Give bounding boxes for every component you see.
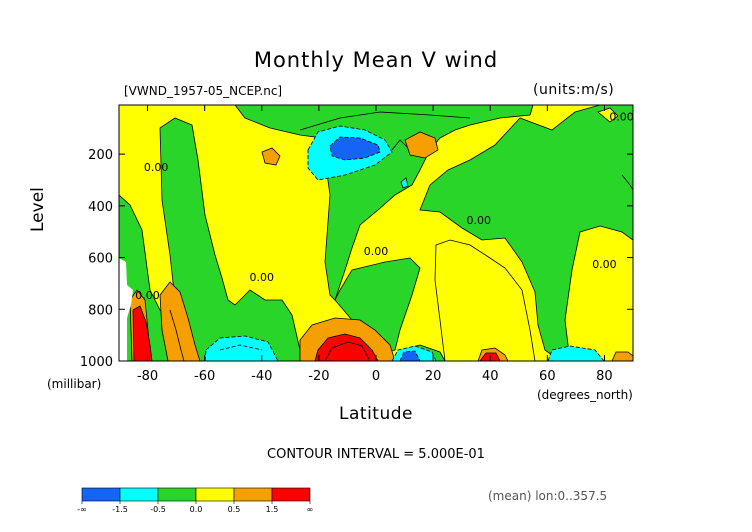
- y-tick-label: 400: [88, 200, 113, 215]
- x-tick-label: -20: [308, 369, 329, 384]
- contour-interval-label: CONTOUR INTERVAL = 5.000E-01: [0, 447, 752, 462]
- colorbar-label: ∞: [307, 505, 314, 514]
- y-tick-label: 200: [88, 148, 113, 163]
- y-tick-label: 800: [88, 303, 113, 318]
- x-tick-label: 80: [596, 369, 613, 384]
- colorbar-label: -1.5: [112, 505, 128, 514]
- colorbar-label: 1.5: [266, 505, 279, 514]
- colorbar-swatch: [158, 488, 196, 501]
- colorbar-label: 0.5: [228, 505, 241, 514]
- x-tick-label: -40: [251, 369, 272, 384]
- x-tick-label: 20: [425, 369, 442, 384]
- x-axis-label: Latitude: [0, 404, 752, 424]
- y-axis-unit: (millibar): [47, 377, 101, 391]
- colorbar-label: -∞: [77, 505, 87, 514]
- x-tick-label: 0: [372, 369, 380, 384]
- colorbar-swatch: [196, 488, 234, 501]
- colorbar-swatch: [82, 488, 120, 501]
- contour-label: 0.00: [609, 111, 634, 124]
- y-tick-label: 1000: [80, 355, 113, 370]
- y-axis-label: Level: [28, 187, 48, 232]
- x-tick-label: 40: [482, 369, 499, 384]
- colorbar-label: 0.0: [190, 505, 203, 514]
- units-label: (units:m/s): [533, 82, 614, 98]
- x-tick-label: -60: [194, 369, 215, 384]
- colorbar: -∞ -1.5 -0.5 0.0 0.5 1.5 ∞: [77, 488, 313, 514]
- contour-field: [119, 105, 633, 361]
- dataset-label: [VWND_1957-05_NCEP.nc]: [124, 84, 282, 98]
- chart-title: Monthly Mean V wind: [0, 48, 752, 72]
- contour-label: 0.00: [250, 271, 275, 284]
- mean-info-label: (mean) lon:0..357.5: [488, 489, 607, 503]
- contour-label: 0.00: [144, 161, 169, 174]
- colorbar-swatch: [272, 488, 310, 501]
- colorbar-swatch: [120, 488, 158, 501]
- contour-label: 0.00: [135, 289, 160, 302]
- x-axis-unit: (degrees_north): [537, 388, 633, 402]
- x-tick-label: -80: [137, 369, 158, 384]
- y-tick-label: 600: [88, 252, 113, 267]
- contour-label: 0.00: [467, 214, 492, 227]
- colorbar-label: -0.5: [150, 505, 166, 514]
- x-tick-label: 60: [539, 369, 556, 384]
- contour-label: 0.00: [364, 245, 389, 258]
- contour-region-orange: [612, 352, 633, 361]
- contour-label: 0.00: [592, 258, 617, 271]
- colorbar-swatch: [234, 488, 272, 501]
